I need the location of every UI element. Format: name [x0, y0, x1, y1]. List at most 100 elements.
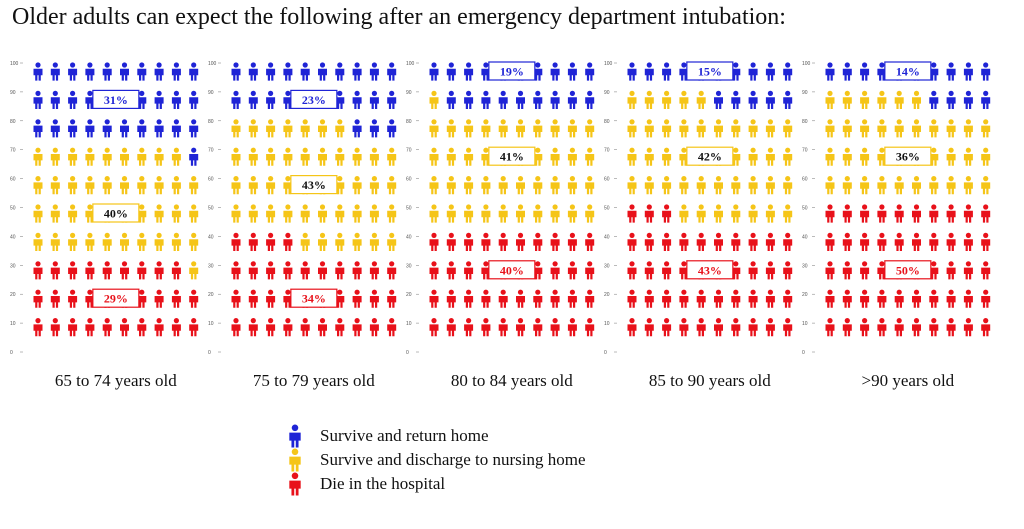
y-tick-label: 80 — [208, 119, 214, 125]
person-icon — [137, 232, 147, 251]
person-icon — [946, 204, 956, 223]
person-icon — [533, 204, 543, 223]
y-tick-label: 50 — [802, 206, 808, 212]
person-icon — [946, 232, 956, 251]
person-icon — [765, 261, 775, 280]
person-icon — [120, 147, 129, 166]
person-icon — [679, 90, 689, 109]
person-icon — [731, 232, 741, 251]
person-icon — [627, 318, 637, 337]
pictograph-grid — [627, 62, 793, 337]
person-icon — [627, 62, 637, 81]
pictograph-grid — [33, 62, 199, 337]
x-category-label: >90 years old — [862, 371, 955, 390]
person-icon — [50, 90, 60, 109]
person-icon — [748, 147, 758, 166]
person-icon — [266, 289, 276, 308]
person-icon — [446, 90, 456, 109]
person-icon — [387, 62, 397, 81]
person-icon — [783, 176, 793, 195]
person-icon — [352, 119, 362, 138]
person-icon — [550, 147, 560, 166]
person-icon — [171, 119, 181, 138]
person-icon — [318, 261, 327, 280]
data-label-home: 31% — [92, 89, 140, 110]
person-icon — [464, 90, 474, 109]
person-icon — [644, 232, 654, 251]
person-icon — [68, 147, 78, 166]
person-icon — [877, 119, 887, 138]
person-icon — [533, 289, 543, 308]
person-icon — [33, 261, 43, 280]
legend-label-nursing: Survive and discharge to nursing home — [320, 450, 586, 469]
person-icon — [963, 147, 973, 166]
person-icon — [283, 204, 293, 223]
person-icon — [533, 261, 543, 280]
person-icon — [894, 318, 904, 337]
y-tick-label: 20 — [802, 292, 808, 298]
person-icon — [585, 289, 595, 308]
person-icon — [877, 204, 887, 223]
person-icon — [33, 176, 43, 195]
person-icon — [498, 90, 508, 109]
person-icon — [696, 318, 706, 337]
person-icon — [894, 119, 904, 138]
person-icon — [33, 62, 43, 81]
person-icon — [627, 119, 637, 138]
person-icon — [266, 147, 276, 166]
chart-panel: 0 10 20 30 40 50 60 70 80 90 100 15% 42% 43% 85 to 90 … — [604, 61, 793, 390]
person-icon — [498, 318, 508, 337]
person-icon — [912, 289, 921, 308]
person-icon — [696, 90, 706, 109]
person-icon — [567, 62, 577, 81]
y-tick-label: 90 — [604, 90, 610, 96]
person-icon — [248, 147, 258, 166]
person-icon — [68, 289, 78, 308]
person-icon — [748, 62, 758, 81]
person-icon — [567, 232, 577, 251]
person-icon — [748, 289, 758, 308]
person-icon — [765, 289, 775, 308]
x-category-label: 80 to 84 years old — [451, 371, 573, 390]
person-icon — [369, 119, 379, 138]
person-icon — [731, 90, 741, 109]
person-icon — [929, 62, 939, 81]
person-icon — [567, 176, 577, 195]
person-icon — [825, 176, 835, 195]
person-icon — [248, 119, 258, 138]
pictograph-grid — [825, 62, 991, 337]
person-icon — [981, 289, 991, 308]
person-icon — [50, 261, 60, 280]
person-icon — [783, 261, 793, 280]
y-tick-label: 70 — [604, 148, 610, 154]
person-icon — [679, 232, 689, 251]
person-icon — [533, 232, 543, 251]
person-icon — [912, 232, 921, 251]
x-category-label: 65 to 74 years old — [55, 371, 177, 390]
person-icon — [369, 147, 379, 166]
person-icon — [662, 176, 672, 195]
person-icon — [679, 62, 689, 81]
person-icon — [335, 90, 345, 109]
person-icon — [825, 289, 835, 308]
person-icon — [679, 289, 689, 308]
svg-text:14%: 14% — [896, 65, 920, 79]
person-icon — [85, 119, 95, 138]
person-icon — [644, 147, 654, 166]
legend: Survive and return home Survive and disc… — [284, 424, 586, 496]
y-tick-label: 80 — [10, 119, 16, 125]
person-icon — [825, 147, 835, 166]
svg-text:40%: 40% — [104, 207, 128, 221]
svg-text:43%: 43% — [698, 263, 722, 277]
y-tick-label: 40 — [10, 234, 16, 240]
person-icon — [550, 119, 560, 138]
chart-title: Older adults can expect the following af… — [12, 4, 786, 30]
person-icon — [50, 176, 60, 195]
person-icon — [963, 289, 973, 308]
person-icon — [369, 318, 379, 337]
person-icon — [102, 62, 112, 81]
person-icon — [189, 90, 199, 109]
person-icon — [33, 232, 43, 251]
person-icon — [352, 176, 362, 195]
person-icon — [352, 318, 362, 337]
